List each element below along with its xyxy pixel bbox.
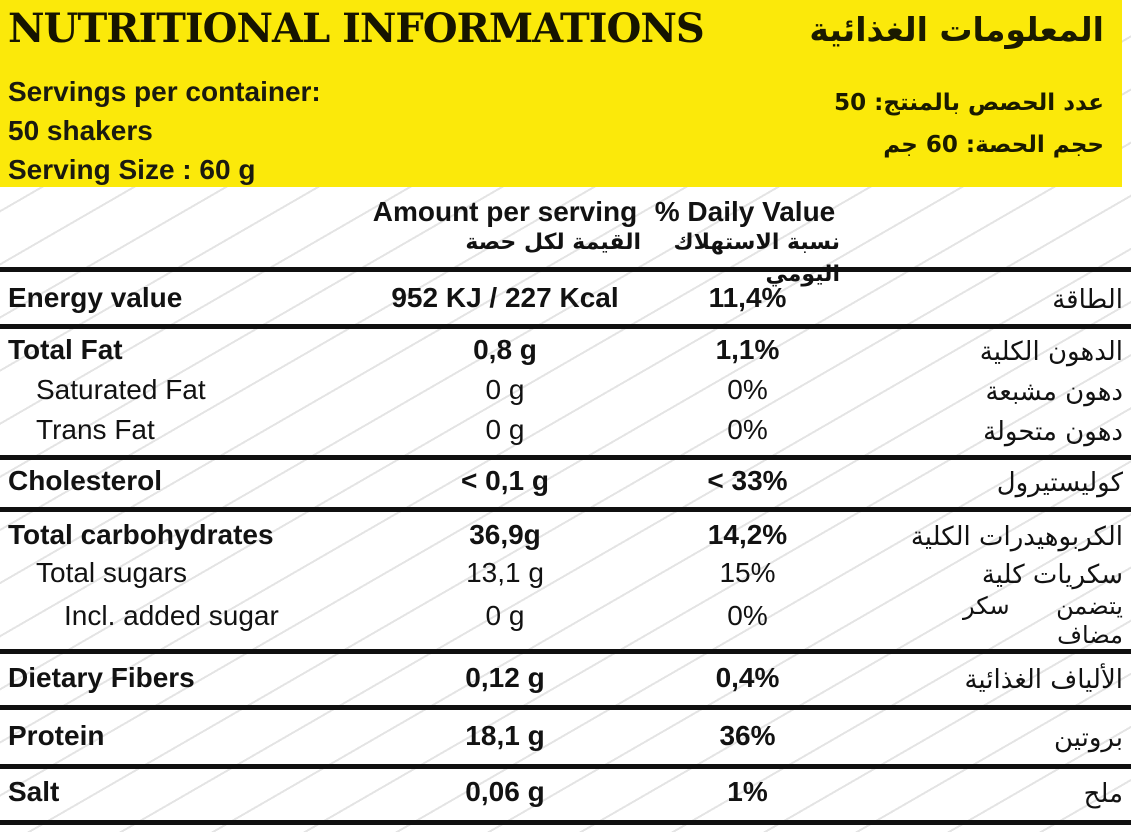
servings-block: Servings per container: 50 shakers Servi… [8,72,321,189]
row-label: Total Fat [8,334,123,365]
servings-arabic: عدد الحصص بالمنتج: 50 [834,90,1104,116]
row-daily-value: 15% [719,557,776,588]
row-daily-value: 1% [727,776,768,807]
column-header-amount: Amount per serving القيمة لكل حصة [355,197,655,259]
row-label: Cholesterol [8,465,163,496]
daily-value-header-ar: نسبة الاستهلاك اليومي [673,230,840,287]
table-row: Dietary Fibers 0,12 g 0,4% الألياف الغذا… [0,658,1131,698]
row-label: Total carbohydrates [8,519,274,550]
row-daily-value: 11,4% [708,282,787,313]
separator-line [0,649,1131,654]
row-amount: 0 g [485,374,525,405]
table-row: Total sugars 13,1 g 15% سكريات كلية [0,553,1131,593]
row-label-arabic: كوليستيرول [996,468,1123,498]
serving-size-arabic: حجم الحصة: 60 جم [883,132,1104,158]
table-row: Incl. added sugar 0 g 0% يتضمن سكر مضاف [0,592,1131,649]
row-label-arabic: الألياف الغذائية [964,665,1123,695]
servings-label: Servings per container: [8,76,321,107]
separator-line [0,705,1131,710]
row-amount: 0 g [485,414,525,445]
row-amount: 18,1 g [465,720,545,751]
row-daily-value: 1,1% [715,334,780,365]
row-label: Total sugars [36,557,187,588]
table-row: Salt 0,06 g 1% ملح [0,772,1131,812]
row-label-arabic: سكريات كلية [981,560,1123,590]
separator-line [0,267,1131,272]
row-amount: 0,8 g [473,334,537,365]
row-label-arabic: دهون مشبعة [985,377,1123,407]
row-label: Energy value [8,282,183,313]
amount-header-en: Amount per serving [372,196,638,227]
row-amount: 0 g [485,600,525,631]
row-amount: 36,9g [469,519,541,550]
row-label: Protein [8,720,105,751]
page-title-arabic: المعلومات الغذائية [809,10,1104,49]
row-label: Saturated Fat [36,374,206,405]
row-label-arabic: بروتين [1053,723,1123,753]
serving-size: Serving Size : 60 g [8,154,256,185]
row-daily-value: < 33% [707,465,788,496]
separator-line [0,820,1131,825]
row-label: Trans Fat [36,414,155,445]
row-label-arabic: الطاقة [1052,285,1123,315]
table-row: Saturated Fat 0 g 0% دهون مشبعة [0,370,1131,410]
row-label: Salt [8,776,60,807]
daily-value-header-en: % Daily Value [654,196,836,227]
row-daily-value: 0% [727,374,768,405]
table-row: Total carbohydrates 36,9g 14,2% الكربوهي… [0,515,1131,555]
table-row: Trans Fat 0 g 0% دهون متحولة [0,410,1131,450]
column-header-daily-value: % Daily Value نسبة الاستهلاك اليومي [640,197,850,291]
separator-line [0,324,1131,329]
row-daily-value: 0,4% [715,662,780,693]
row-label-arabic: ملح [1083,779,1123,809]
row-daily-value: 14,2% [707,519,788,550]
row-daily-value: 0% [727,600,768,631]
amount-header-ar: القيمة لكل حصة [465,230,641,255]
row-amount: 13,1 g [466,557,544,588]
row-label-arabic: الدهون الكلية [979,337,1123,367]
table-row: Protein 18,1 g 36% بروتين [0,716,1131,756]
row-amount: < 0,1 g [461,465,549,496]
row-label-arabic: يتضمن سكر مضاف [963,592,1123,649]
row-label: Incl. added sugar [64,600,279,631]
servings-value: 50 shakers [8,115,153,146]
row-amount: 0,12 g [465,662,545,693]
row-amount: 952 KJ / 227 Kcal [391,282,619,313]
table-row: Cholesterol < 0,1 g < 33% كوليستيرول [0,461,1131,501]
table-row: Energy value 952 KJ / 227 Kcal 11,4% الط… [0,278,1131,318]
separator-line [0,764,1131,769]
row-label-arabic: دهون متحولة [983,417,1123,447]
header-band: NUTRITIONAL INFORMATIONS Servings per co… [0,0,1122,187]
row-label-arabic: الكربوهيدرات الكلية [910,522,1123,552]
page-title: NUTRITIONAL INFORMATIONS [8,5,705,52]
row-label: Dietary Fibers [8,662,195,693]
row-daily-value: 0% [727,414,768,445]
row-daily-value: 36% [719,720,776,751]
separator-line [0,507,1131,512]
row-amount: 0,06 g [465,776,545,807]
separator-line [0,455,1131,460]
table-row: Total Fat 0,8 g 1,1% الدهون الكلية [0,330,1131,370]
